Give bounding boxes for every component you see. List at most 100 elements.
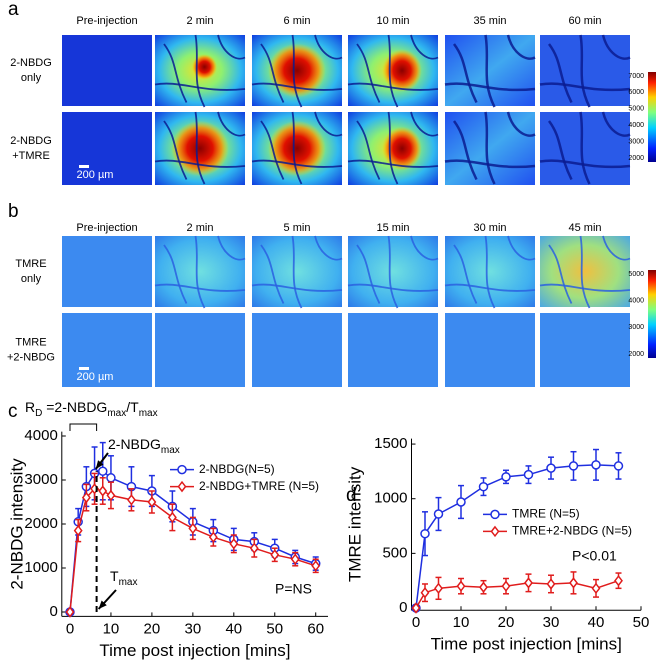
column-header: 5 min bbox=[284, 222, 311, 234]
hot-spot bbox=[171, 120, 229, 177]
legend-marker bbox=[177, 464, 187, 475]
vessel bbox=[601, 34, 631, 60]
vessel bbox=[602, 235, 631, 261]
column-header: 45 min bbox=[568, 222, 601, 234]
y-tick-label: 0 bbox=[49, 603, 57, 620]
marker bbox=[569, 577, 578, 589]
vessel bbox=[506, 34, 536, 60]
y-axis-label: TMRE intensity bbox=[345, 466, 364, 582]
vessel bbox=[194, 34, 206, 108]
vessel bbox=[314, 34, 343, 60]
panel-label: b bbox=[8, 201, 19, 222]
vessel bbox=[547, 43, 573, 104]
image-tile bbox=[252, 313, 342, 387]
series-line bbox=[415, 579, 619, 609]
vessel bbox=[356, 43, 381, 103]
colorbar-tick-label: 3000 bbox=[628, 324, 644, 331]
vessel bbox=[260, 120, 285, 180]
image-bg bbox=[252, 313, 342, 387]
x-tick-label: 60 bbox=[307, 620, 324, 637]
image-tile bbox=[539, 111, 631, 185]
vessel bbox=[217, 235, 246, 261]
vessel bbox=[251, 159, 343, 168]
marker bbox=[411, 602, 421, 614]
row-label: only bbox=[21, 72, 42, 84]
marker bbox=[65, 606, 75, 618]
vessel bbox=[444, 283, 536, 292]
row-label: 2-NBDG bbox=[10, 135, 52, 147]
hot-spot bbox=[382, 49, 422, 92]
marker bbox=[249, 542, 259, 554]
vessel bbox=[484, 111, 496, 185]
vessel bbox=[251, 82, 343, 91]
vessel bbox=[453, 244, 478, 304]
x-tick-label: 20 bbox=[498, 614, 515, 631]
legend-marker bbox=[490, 509, 500, 520]
vessel bbox=[539, 283, 631, 292]
image-tile bbox=[251, 111, 343, 185]
vessel bbox=[154, 283, 246, 292]
vessel bbox=[452, 43, 478, 104]
x-tick-label: 10 bbox=[453, 614, 470, 631]
vessel bbox=[154, 82, 246, 91]
image-bg bbox=[62, 313, 152, 387]
marker bbox=[126, 494, 136, 506]
image-tile bbox=[444, 34, 536, 108]
marker bbox=[188, 522, 198, 535]
row-label: +TMRE bbox=[12, 150, 50, 162]
vessel bbox=[444, 82, 536, 92]
column-header: 2 min bbox=[187, 15, 214, 27]
hot-spot bbox=[268, 120, 326, 177]
annotation-part: T bbox=[110, 568, 119, 584]
scale-bar bbox=[79, 367, 89, 370]
y-axis-label: 2-NBDG intensity bbox=[7, 458, 26, 590]
vessel bbox=[163, 43, 188, 103]
column-header: 15 min bbox=[376, 222, 409, 234]
image-tile bbox=[155, 313, 245, 387]
vessel bbox=[217, 34, 246, 60]
legend-label: TMRE (N=5) bbox=[512, 507, 580, 521]
subscript: max bbox=[139, 408, 158, 419]
column-header: 35 min bbox=[473, 15, 506, 27]
subscript: max bbox=[161, 445, 180, 456]
marker bbox=[98, 466, 108, 476]
column-header: 2 min bbox=[187, 222, 214, 234]
y-tick-label: 1500 bbox=[374, 435, 407, 452]
vessel bbox=[579, 111, 591, 185]
vessel bbox=[579, 34, 591, 108]
annotation: RD =2-NBDGmax/Tmax bbox=[25, 399, 158, 419]
legend-label: TMRE+2-NBDG (N=5) bbox=[512, 524, 632, 538]
x-tick-label: 40 bbox=[588, 614, 605, 631]
vessel bbox=[154, 159, 246, 168]
hot-spot bbox=[382, 126, 422, 171]
marker bbox=[591, 460, 601, 470]
column-header: 60 min bbox=[568, 15, 601, 27]
x-tick-label: 30 bbox=[185, 620, 202, 637]
x-axis-label: Time post injection [mins] bbox=[431, 635, 622, 654]
vessel bbox=[347, 283, 439, 292]
marker bbox=[478, 481, 489, 492]
x-tick-label: 20 bbox=[144, 620, 161, 637]
image-tile bbox=[445, 313, 535, 387]
vessel bbox=[291, 235, 303, 309]
annotation: Tmax bbox=[110, 568, 137, 588]
annotation: P=NS bbox=[275, 581, 312, 597]
row-label: 2-NBDG bbox=[10, 57, 52, 69]
image-bg bbox=[540, 313, 630, 387]
marker bbox=[73, 524, 83, 537]
vessel bbox=[260, 43, 285, 103]
subscript: max bbox=[119, 577, 138, 588]
marker bbox=[546, 578, 556, 590]
image-tile bbox=[540, 313, 630, 387]
column-header: 6 min bbox=[284, 15, 311, 27]
annotation: P<0.01 bbox=[572, 548, 617, 564]
x-tick-label: 30 bbox=[543, 614, 560, 631]
image-tile bbox=[62, 313, 152, 387]
marker bbox=[501, 472, 511, 482]
colorbar-tick-label: 2000 bbox=[628, 351, 644, 358]
annotation-part: /T bbox=[126, 399, 139, 415]
marker bbox=[479, 581, 488, 593]
annotation-part: R bbox=[25, 399, 35, 415]
y-tick-label: 4000 bbox=[24, 427, 57, 444]
